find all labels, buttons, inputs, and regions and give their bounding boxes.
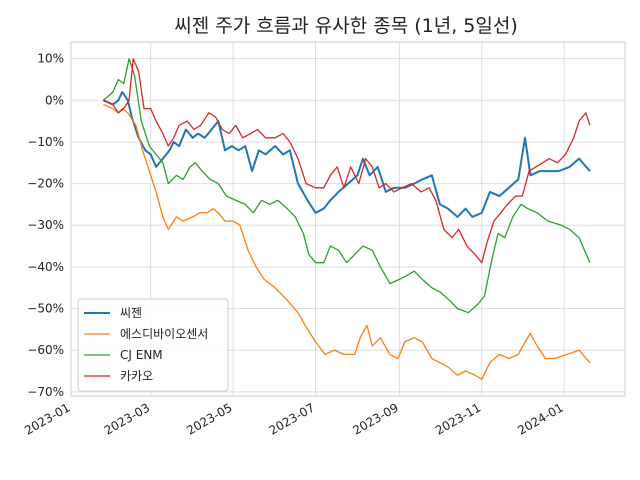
- y-tick-label: −60%: [27, 343, 64, 357]
- series-line-3: [103, 58, 591, 264]
- legend-label: 카카오: [120, 369, 153, 383]
- x-tick-label: 2023-05: [184, 400, 234, 437]
- y-tick-label: −40%: [27, 260, 64, 274]
- y-tick-label: −50%: [27, 302, 64, 316]
- series-lines: [102, 58, 591, 380]
- plot-frame: [70, 41, 626, 397]
- y-tick-label: −20%: [27, 177, 64, 191]
- x-tick-label: 2023-09: [350, 400, 400, 437]
- y-tick-label: −30%: [27, 218, 64, 232]
- y-tick-label: −10%: [27, 135, 64, 149]
- x-axis: 2023-01 2023-03 2023-05 2023-07 2023-09 2023-…: [22, 400, 566, 437]
- series-line-0: [102, 91, 591, 218]
- legend-label: 씨젠: [120, 306, 142, 320]
- series-line-1: [103, 103, 591, 380]
- x-tick-label: 2023-03: [102, 400, 152, 437]
- x-tick-label: 2024-01: [515, 400, 565, 437]
- series-line-2: [102, 58, 591, 314]
- chart-title: 씨젠 주가 흐름과 유사한 종목 (1년, 5일선): [174, 15, 517, 37]
- x-tick-label: 2023-11: [433, 400, 483, 437]
- legend-label: 에스디바이오센서: [120, 327, 208, 341]
- y-tick-label: 0%: [45, 93, 64, 107]
- y-axis: 10% 0% −10% −20% −30% −40% −50% −60% −70%: [27, 52, 64, 399]
- grid-lines: [70, 42, 625, 396]
- x-tick-label: 2023-07: [267, 400, 317, 437]
- x-tick-label: 2023-01: [22, 400, 72, 437]
- legend-label: CJ ENM: [120, 348, 163, 362]
- y-tick-label: 10%: [37, 52, 64, 66]
- legend-box: [77, 298, 229, 392]
- y-tick-label: −70%: [27, 385, 64, 399]
